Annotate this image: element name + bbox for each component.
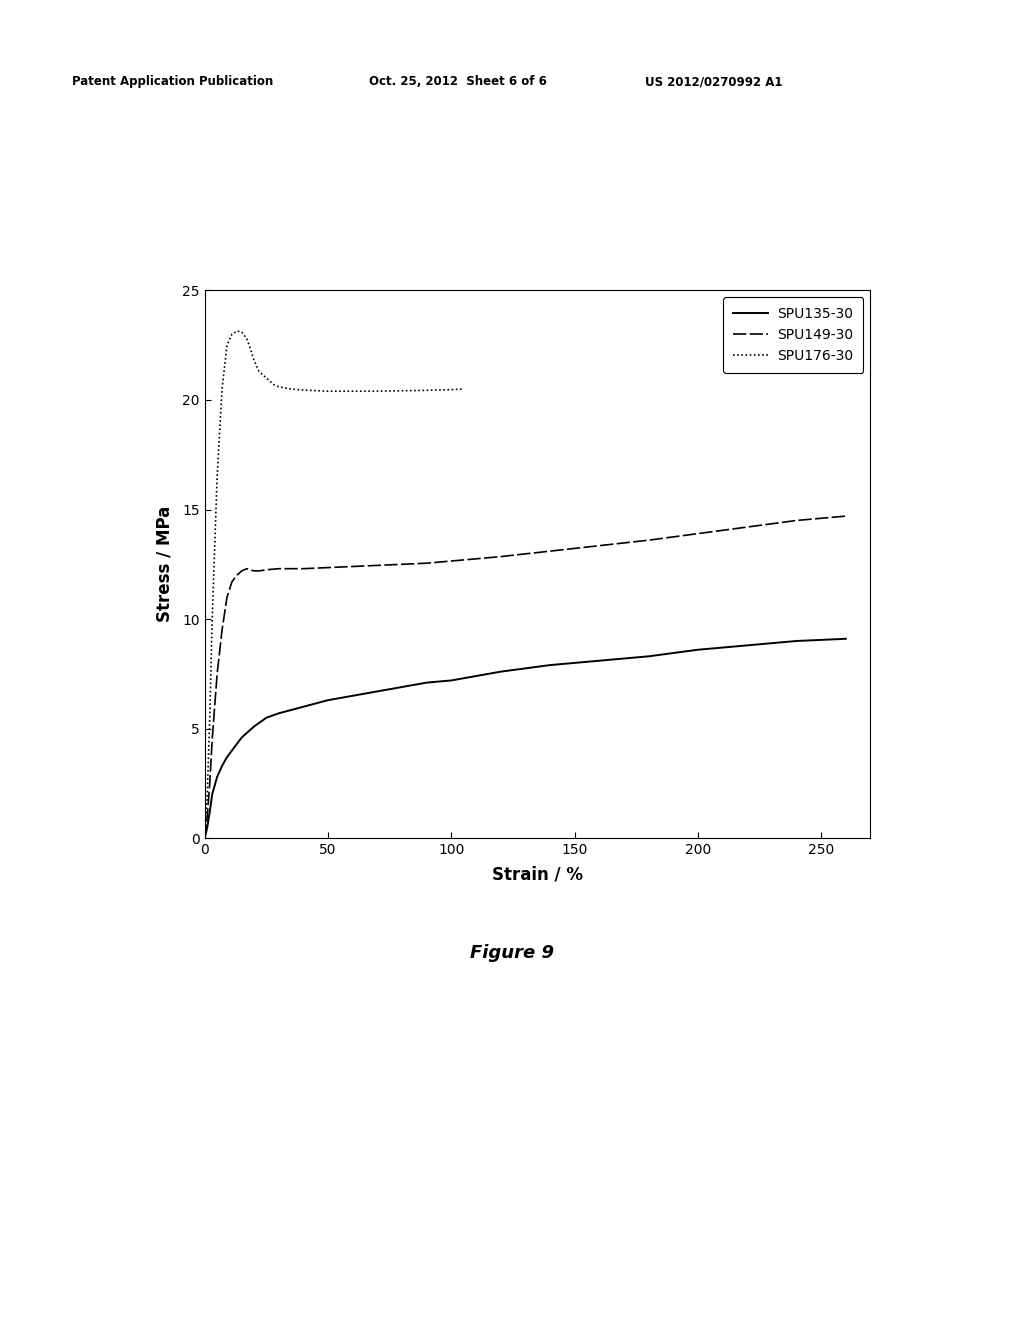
Legend: SPU135-30, SPU149-30, SPU176-30: SPU135-30, SPU149-30, SPU176-30 bbox=[723, 297, 863, 372]
Text: Figure 9: Figure 9 bbox=[470, 944, 554, 962]
Text: Patent Application Publication: Patent Application Publication bbox=[72, 75, 273, 88]
Y-axis label: Stress / MPa: Stress / MPa bbox=[156, 506, 174, 623]
Text: Oct. 25, 2012  Sheet 6 of 6: Oct. 25, 2012 Sheet 6 of 6 bbox=[369, 75, 547, 88]
X-axis label: Strain / %: Strain / % bbox=[493, 866, 583, 883]
Text: US 2012/0270992 A1: US 2012/0270992 A1 bbox=[645, 75, 782, 88]
